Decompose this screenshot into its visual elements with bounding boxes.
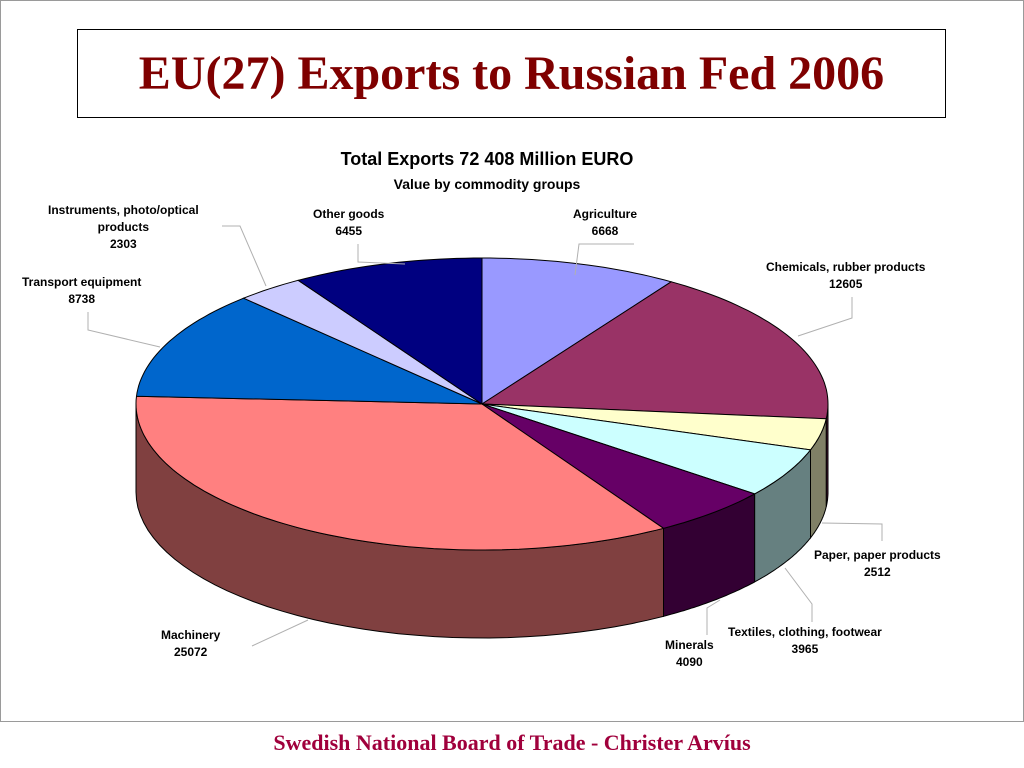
leader-line-chemicals-rubber-products — [797, 297, 853, 337]
slice-name: Instruments, photo/optical — [48, 203, 199, 217]
leader-line-agriculture — [574, 243, 634, 276]
pie-chart — [87, 225, 883, 647]
slice-value: 3965 — [791, 642, 819, 656]
pie-slice-instruments-photo-optical-products — [242, 279, 483, 405]
slice-value: 8738 — [68, 292, 96, 306]
slice-name: Minerals — [665, 638, 714, 652]
pie-slice-machinery — [135, 395, 665, 551]
leader-line-paper-paper-products — [821, 522, 883, 541]
slice-label-textiles-clothing-footwear: Textiles, clothing, footwear 3965 — [728, 624, 882, 658]
title-box: EU(27) Exports to Russian Fed 2006 — [77, 29, 946, 118]
leader-line-textiles-clothing-footwear — [784, 567, 813, 622]
slice-value: 12605 — [829, 277, 863, 291]
slice-name: Chemicals, rubber products — [766, 260, 926, 274]
slice-name: Other goods — [313, 207, 385, 221]
slice-label-transport-equipment: Transport equipment 8738 — [22, 274, 141, 308]
pie-slice-chemicals-rubber-products — [480, 281, 829, 420]
slice-name: Textiles, clothing, footwear — [728, 625, 882, 639]
pie-slice-paper-paper-products — [481, 403, 827, 451]
pie-slice-textiles-clothing-footwear — [481, 403, 812, 495]
slide-title: EU(27) Exports to Russian Fed 2006 — [138, 47, 885, 100]
slice-value: 4090 — [675, 655, 703, 669]
pie-slice-transport-equipment — [135, 297, 483, 405]
slice-name: products — [97, 220, 149, 234]
slice-label-agriculture: Agriculture 6668 — [573, 206, 637, 240]
slice-label-instruments-photo-optical-products: Instruments, photo/optical products 2303 — [48, 202, 199, 253]
slice-label-other-goods: Other goods 6455 — [313, 206, 384, 240]
pie-slice-agriculture — [481, 257, 673, 405]
slice-label-machinery: Machinery 25072 — [161, 627, 220, 661]
slice-label-paper-paper-products: Paper, paper products 2512 — [814, 547, 941, 581]
chart-subtitle: Value by commodity groups — [393, 176, 581, 192]
slice-value: 2512 — [864, 565, 891, 579]
slide-footer: Swedish National Board of Trade - Christ… — [273, 730, 751, 755]
slice-label-minerals: Minerals 4090 — [665, 637, 714, 671]
chart-title: Total Exports 72 408 Million EURO — [340, 149, 634, 169]
slice-name: Transport equipment — [22, 275, 142, 289]
leader-line-transport-equipment — [87, 312, 161, 348]
slice-name: Machinery — [161, 628, 221, 642]
pie-slice-minerals — [481, 403, 756, 529]
leader-line-minerals — [706, 599, 721, 635]
slice-name: Agriculture — [573, 207, 638, 221]
slice-label-chemicals-rubber-products: Chemicals, rubber products 12605 — [766, 259, 925, 293]
slice-value: 6455 — [335, 224, 363, 238]
leader-line-instruments-photo-optical-products — [222, 225, 267, 287]
leader-line-machinery — [251, 619, 309, 647]
slice-value: 6668 — [591, 224, 619, 238]
slice-value: 25072 — [173, 645, 208, 659]
leader-line-other-goods — [357, 244, 406, 265]
slice-value: 2303 — [109, 237, 137, 251]
slice-name: Paper, paper products — [814, 548, 941, 562]
